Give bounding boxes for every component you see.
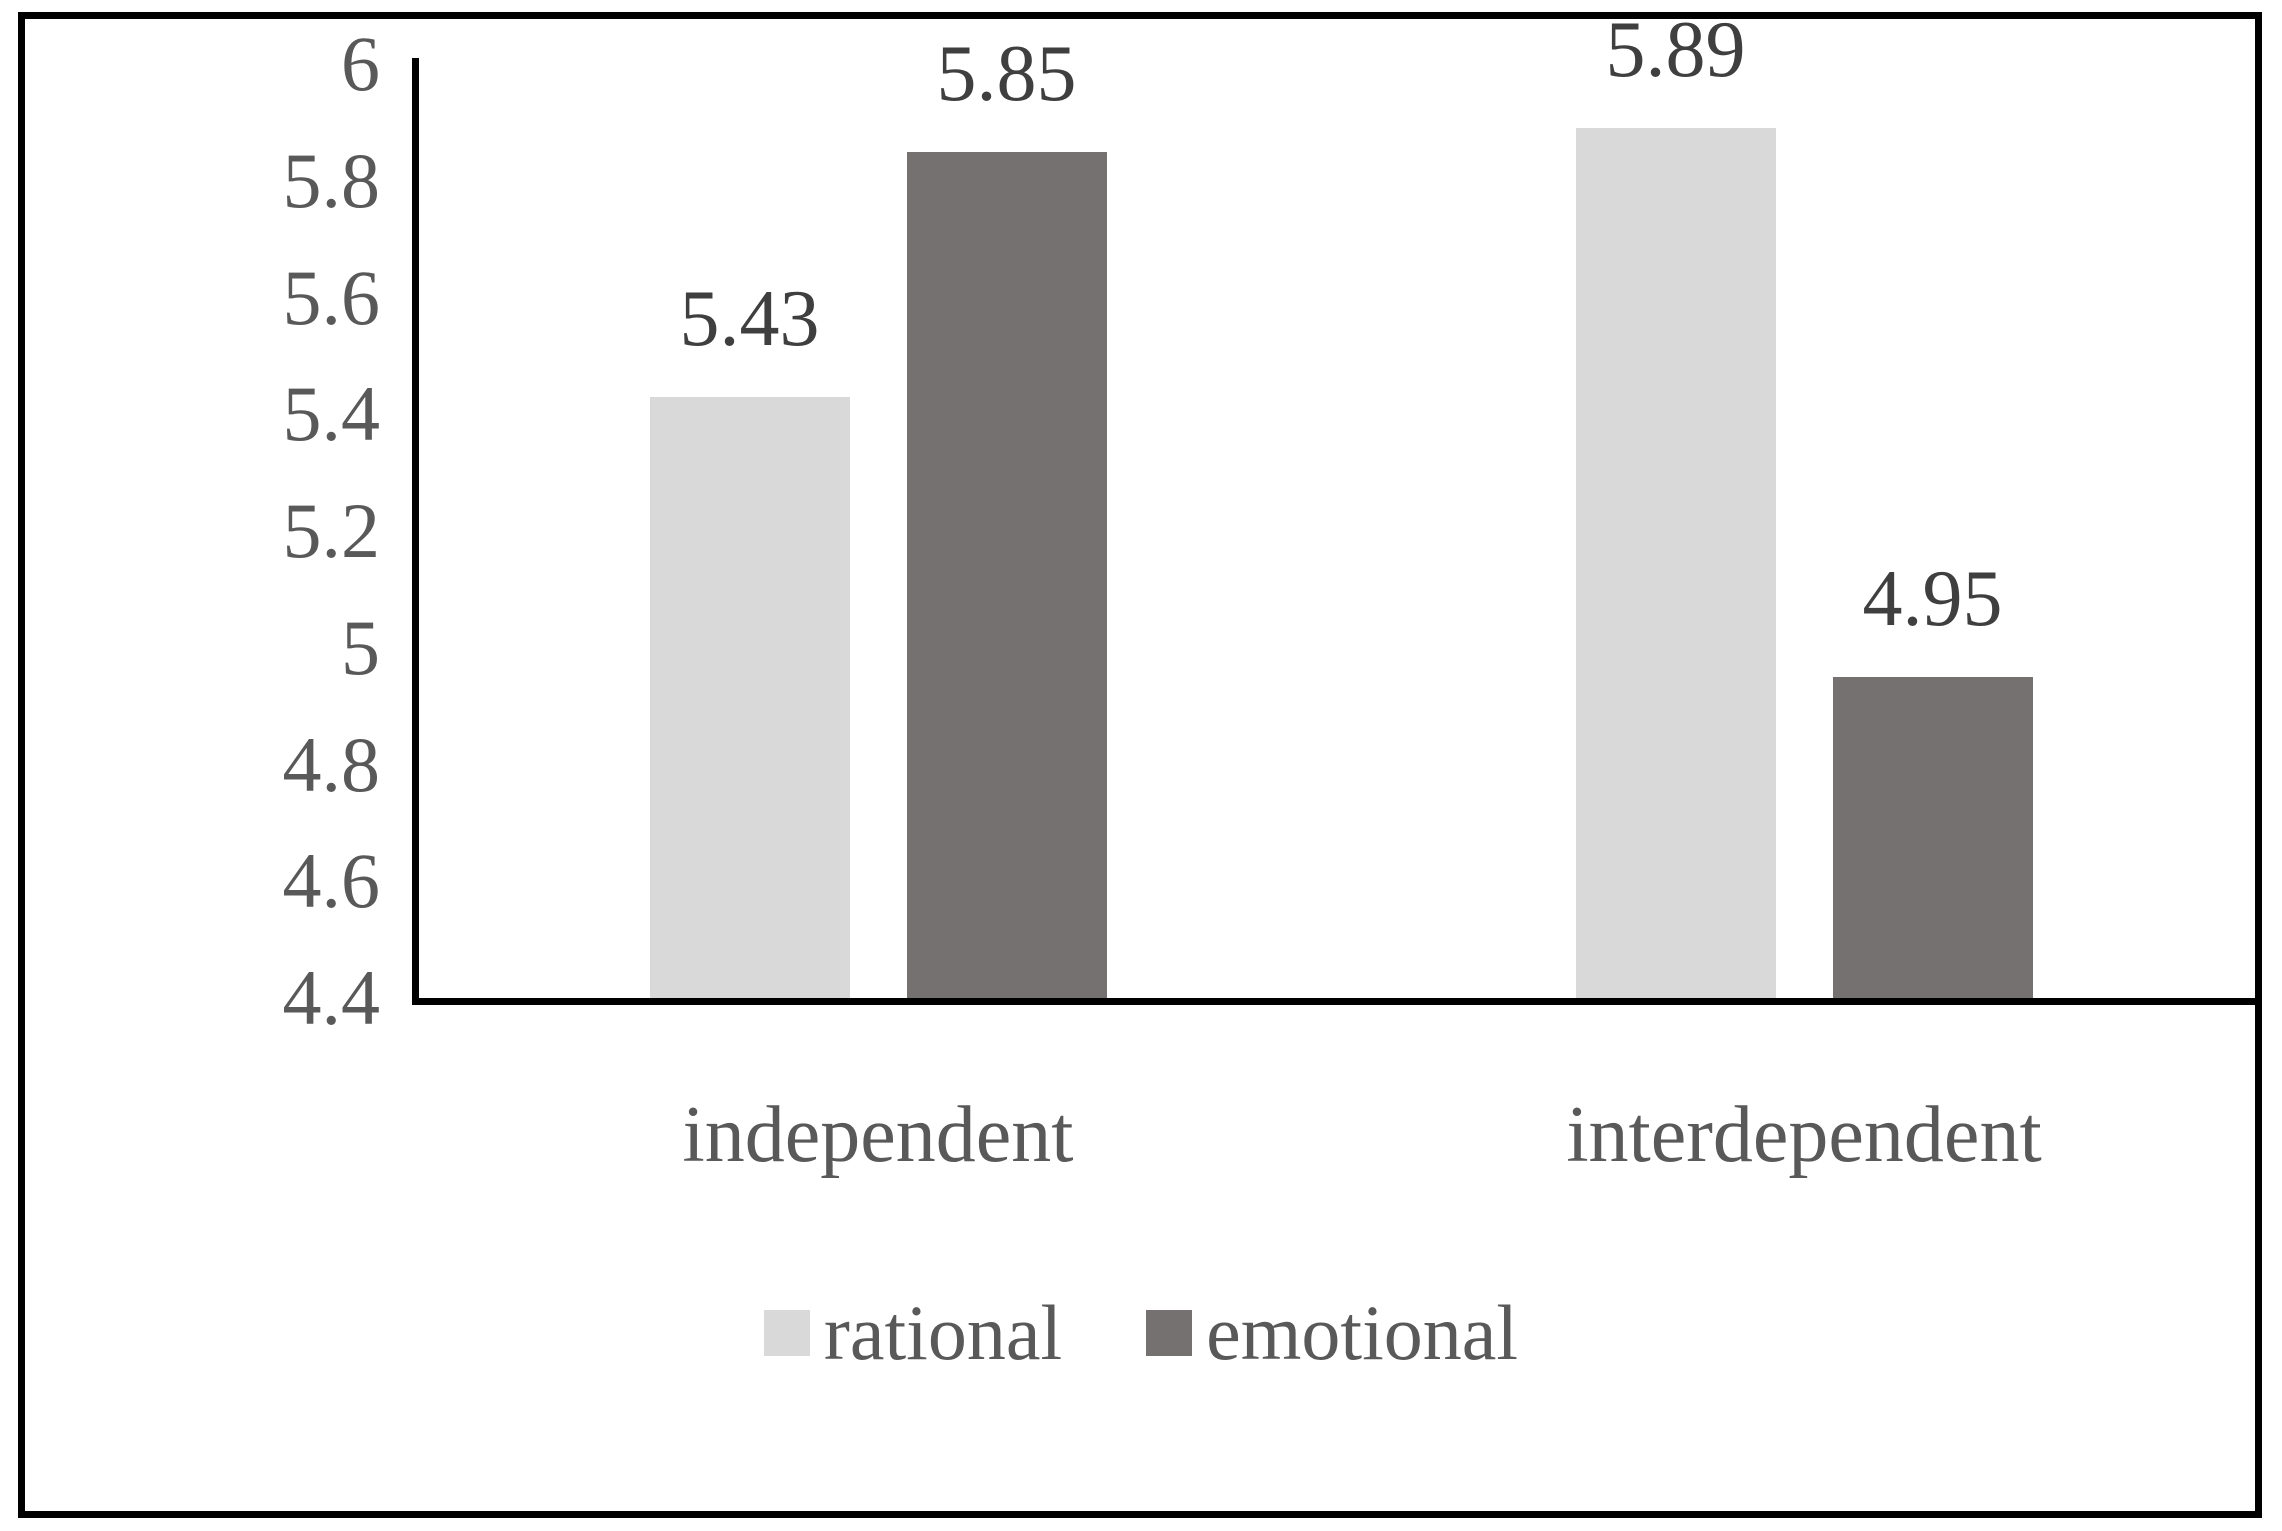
bar-emotional-interdependent [1832,676,2033,998]
x-axis-line [412,998,2255,1005]
value-label: 5.43 [679,274,820,363]
y-tick-label: 5 [341,603,380,691]
y-tick-label: 4.6 [282,837,381,925]
legend-item-emotional: emotional [1146,1294,1518,1372]
value-label: 5.85 [936,29,1077,118]
x-category-label-interdependent: interdependent [1566,1091,2042,1179]
y-tick-label: 5.4 [282,370,381,458]
value-label: 4.95 [1862,554,2003,643]
legend-label-emotional: emotional [1206,1289,1519,1376]
chart-outer-border [18,12,2262,1518]
legend-swatch-rational [763,1310,810,1356]
legend-item-rational: rational [763,1289,1063,1376]
bar-rational-independent [649,396,850,998]
legend-swatch-emotional [1146,1310,1193,1356]
x-category-label-independent: independent [682,1091,1074,1179]
y-tick-label: 5.6 [282,253,381,341]
y-tick-label: 5.2 [282,487,381,574]
legend: rational emotional [0,1278,2282,1388]
value-label: 5.89 [1605,6,1746,95]
bar-rational-interdependent [1575,128,1776,998]
y-tick-label: 4.8 [282,720,381,808]
bar-emotional-independent [906,151,1107,998]
y-tick-label: 5.8 [282,136,381,224]
y-axis-line [412,58,419,1005]
legend-label-rational: rational [823,1289,1063,1376]
y-tick-label: 4.4 [282,954,381,1041]
y-tick-label: 6 [341,20,380,107]
